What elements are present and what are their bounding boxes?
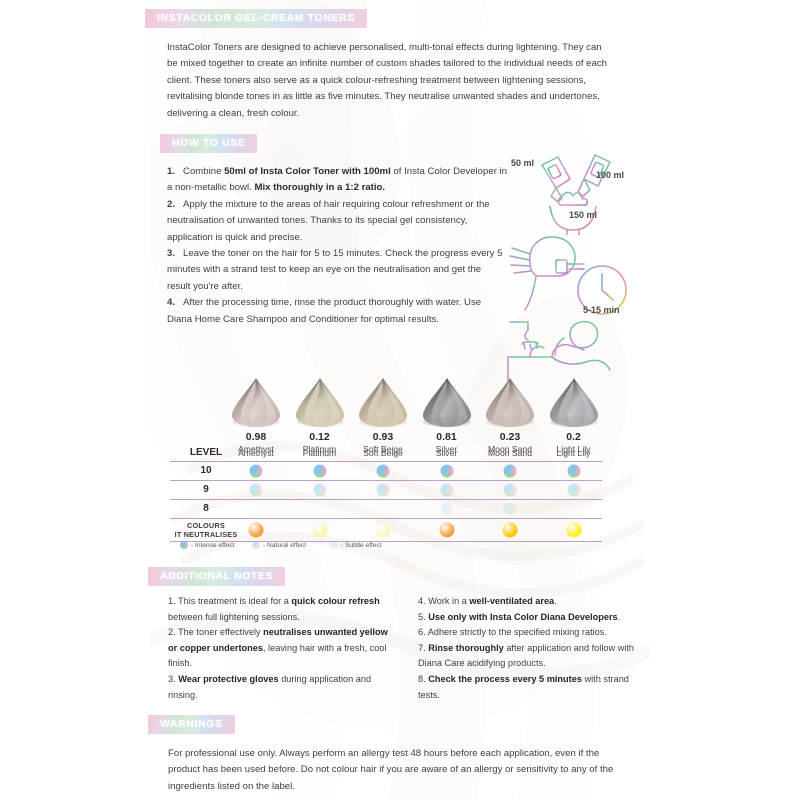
toner-bottle-icon <box>541 156 571 203</box>
table-neutralises-row: COLOURS IT NEUTRALISES <box>170 518 602 542</box>
level-compatibility-table: LEVEL Amethyst Platinum Soft Beige Silver Moo… <box>170 444 602 542</box>
neutralise-colour-dot <box>502 522 518 538</box>
legend-item: - Natural effect <box>252 541 306 549</box>
legend-label: - Natural effect <box>263 541 307 549</box>
how-to-use-steps: 1. Combine 50ml of Insta Color Toner wit… <box>167 164 507 328</box>
legend-dot-intense <box>180 541 188 549</box>
table-rule <box>170 518 602 519</box>
neutralise-colour-dot <box>566 522 581 538</box>
shade-code: 0.23 <box>499 431 521 443</box>
table-neutralises-header: COLOURS IT NEUTRALISES <box>174 521 238 539</box>
shade-swatch: 0.23 Moon Sand <box>479 376 541 454</box>
hair-swatch-icon <box>419 376 475 428</box>
rinse-basin-icon <box>507 320 611 382</box>
effect-dot-natural <box>503 483 517 497</box>
shade-swatch: 0.81 Silver <box>416 376 478 454</box>
shade-code: 0.98 <box>245 431 267 443</box>
legend-label: - Subtle effect <box>341 541 382 549</box>
shade-code: 0.2 <box>566 431 581 443</box>
section-additional-notes: ADDITIONAL NOTES <box>148 566 618 586</box>
table-rule <box>170 461 602 462</box>
effect-dot-natural <box>567 483 580 497</box>
label-developer-volume: 100 ml <box>596 170 625 180</box>
table-rule <box>170 480 602 481</box>
table-level-value: 8 <box>203 503 209 514</box>
step-number: 2. <box>167 198 176 210</box>
how-to-use-step: 1. Combine 50ml of Insta Color Toner wit… <box>167 166 508 194</box>
neutralise-colour-dot <box>439 522 454 538</box>
table-column-header: Silver <box>435 448 458 458</box>
hair-swatch-icon <box>482 376 538 428</box>
table-column-header: Light Lily <box>556 448 591 458</box>
effect-dot-intense <box>503 464 517 478</box>
table-column-header: Moon Sand <box>488 448 532 458</box>
hair-swatch-icon <box>228 376 284 428</box>
table-row: 9 <box>170 480 602 499</box>
effect-dot-intense <box>567 464 580 478</box>
table-row: 10 <box>170 461 602 480</box>
shade-code: 0.81 <box>436 431 457 443</box>
additional-notes-right: 4. Work in a well-ventilated area. 5. Use… <box>418 596 634 700</box>
step-number: 4. <box>167 297 176 309</box>
table-column-header: Platinum <box>302 448 337 458</box>
intro-paragraph: InstaColor Toners are designed to achiev… <box>167 42 607 119</box>
label-toner-volume: 50 ml <box>511 158 535 168</box>
warnings-paragraph: For professional use only. Always perfor… <box>168 748 614 792</box>
table-column-header: Amethyst <box>238 448 274 458</box>
legend-label: - Intense effect <box>191 541 235 549</box>
table-row: 8 <box>170 499 602 518</box>
legend-dot-subtle <box>330 541 338 549</box>
shade-swatch: 0.93 Soft Beige <box>352 376 414 454</box>
effect-dot-natural <box>440 483 453 497</box>
table-column-header: Soft Beige <box>363 448 403 458</box>
legend-item: - Subtle effect <box>330 541 382 549</box>
effect-dot-subtle <box>440 502 453 516</box>
step-number: 1. <box>167 166 176 177</box>
table-level-value: 9 <box>203 484 209 495</box>
neutralise-colour-dot <box>375 522 391 538</box>
warnings-heading: WARNINGS <box>148 715 235 734</box>
how-to-use-step: 3. Leave the toner on the hair for 5 to … <box>167 248 503 292</box>
shade-swatch: 0.2 Light Lily <box>543 376 605 454</box>
additional-notes-heading: ADDITIONAL NOTES <box>148 567 286 586</box>
legend-dot-natural <box>252 541 260 549</box>
hair-swatch-icon <box>355 376 411 428</box>
label-clock-duration: 5-15 min <box>583 305 620 315</box>
effect-dot-intense <box>313 464 326 478</box>
intro-heading: INSTACOLOR GEL-CREAM TONERS <box>145 9 367 28</box>
how-to-use-step: 4. After the processing time, rinse the … <box>167 297 482 325</box>
shade-code: 0.93 <box>372 431 394 443</box>
shade-swatch: 0.12 Platinum <box>289 376 351 454</box>
neutralise-colour-dot <box>248 522 264 538</box>
shade-code: 0.12 <box>309 431 330 443</box>
shade-swatch-row: 0.98 Amethyst 0.12 Platinum 0.93 Soft Beige 0.… <box>225 376 605 454</box>
effect-dot-intense <box>249 464 263 478</box>
shade-swatch: 0.98 Amethyst <box>225 376 287 454</box>
label-total-volume: 150 ml <box>569 210 598 220</box>
how-to-use-step: 2. Apply the mixture to the areas of hai… <box>167 198 490 243</box>
brush-application-icon <box>509 236 585 311</box>
additional-notes-left: 1. This treatment is ideal for a quick c… <box>168 596 388 700</box>
legend-item: - Intense effect <box>180 541 235 549</box>
section-warnings: WARNINGS For professional use only. Alwa… <box>148 714 628 795</box>
hair-swatch-icon <box>546 376 602 428</box>
effect-dot-intense <box>376 464 390 478</box>
neutralise-colour-dot <box>312 522 327 538</box>
effect-dot-intense <box>440 464 453 478</box>
table-header-row: LEVEL Amethyst Platinum Soft Beige Silver Moo… <box>170 444 602 461</box>
effect-dot-subtle <box>503 502 517 516</box>
step-number: 3. <box>167 248 176 260</box>
effect-dot-natural <box>313 483 326 497</box>
illustration-group <box>507 154 627 382</box>
how-to-use-heading: HOW TO USE <box>160 134 258 153</box>
effect-dot-natural <box>376 483 390 497</box>
table-level-value: 10 <box>200 465 212 476</box>
section-intro: INSTACOLOR GEL-CREAM TONERS InstaColor T… <box>145 8 615 122</box>
effect-dot-natural <box>249 483 263 497</box>
hair-swatch-icon <box>292 376 348 428</box>
section-how-to-use: HOW TO USE 1. Combine 50ml of Insta Colo… <box>160 133 510 328</box>
table-rule <box>170 499 602 500</box>
